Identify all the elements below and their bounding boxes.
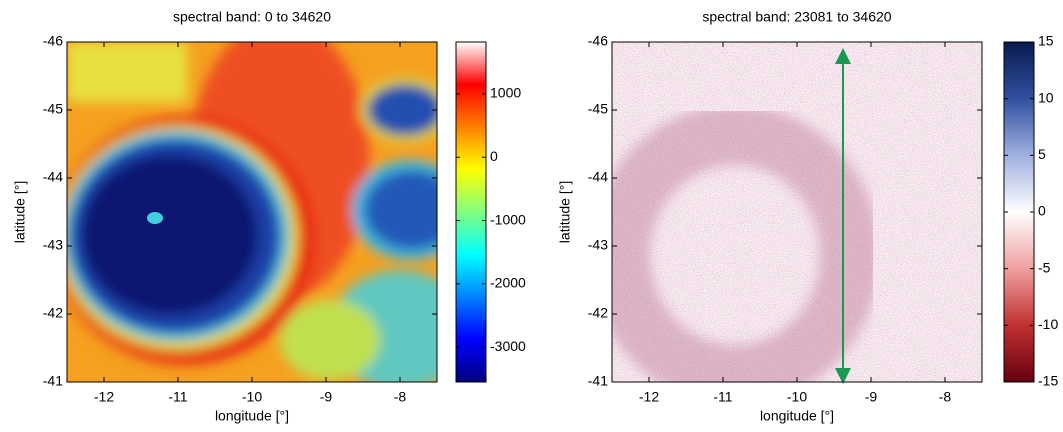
x-axis-label: longitude [°] xyxy=(215,408,289,424)
colorbar-tick-label: 15 xyxy=(1038,33,1054,49)
y-axis-label: latitude [°] xyxy=(12,181,28,243)
x-tick-label: -9 xyxy=(320,389,333,405)
chart-title: spectral band: 0 to 34620 xyxy=(173,9,331,25)
colorbar-tick-label: -15 xyxy=(1038,373,1058,389)
y-tick-label: -41 xyxy=(43,373,63,389)
colorbar-tick-label: -5 xyxy=(1038,259,1051,275)
chart-title: spectral band: 23081 to 34620 xyxy=(702,9,891,25)
x-tick-label: -8 xyxy=(394,389,407,405)
x-tick-label: -12 xyxy=(639,389,659,405)
colorbar xyxy=(1003,41,1035,383)
x-tick-label: -12 xyxy=(94,389,114,405)
x-tick-label: -10 xyxy=(242,389,262,405)
x-tick-label: -10 xyxy=(787,389,807,405)
colorbar-tick-label: 1000 xyxy=(490,85,521,101)
y-tick-label: -43 xyxy=(43,237,63,253)
y-axis-label: latitude [°] xyxy=(557,181,573,243)
y-tick-label: -44 xyxy=(43,169,63,185)
heatmap-image xyxy=(612,42,982,382)
colorbar xyxy=(455,41,487,383)
x-axis-label: longitude [°] xyxy=(760,408,834,424)
heatmap-image xyxy=(67,42,437,382)
x-tick-label: -11 xyxy=(713,389,732,405)
y-tick-label: -45 xyxy=(588,101,608,117)
colorbar-tick-label: 5 xyxy=(1038,146,1046,162)
x-tick-label: -8 xyxy=(939,389,952,405)
y-tick-label: -41 xyxy=(588,373,608,389)
y-tick-label: -42 xyxy=(43,305,63,321)
y-tick-label: -45 xyxy=(43,101,63,117)
colorbar-tick-label: -10 xyxy=(1038,316,1058,332)
y-tick-label: -46 xyxy=(43,33,63,49)
colorbar-tick-label: 10 xyxy=(1038,89,1054,105)
x-tick-label: -9 xyxy=(865,389,878,405)
y-tick-label: -43 xyxy=(588,237,608,253)
x-tick-label: -11 xyxy=(168,389,187,405)
y-tick-label: -42 xyxy=(588,305,608,321)
y-tick-label: -44 xyxy=(588,169,608,185)
y-tick-label: -46 xyxy=(588,33,608,49)
colorbar-tick-label: 0 xyxy=(490,148,498,164)
colorbar-tick-label: -3000 xyxy=(490,338,526,354)
colorbar-tick-label: 0 xyxy=(1038,203,1046,219)
colorbar-tick-label: -1000 xyxy=(490,211,526,227)
colorbar-tick-label: -2000 xyxy=(490,275,526,291)
